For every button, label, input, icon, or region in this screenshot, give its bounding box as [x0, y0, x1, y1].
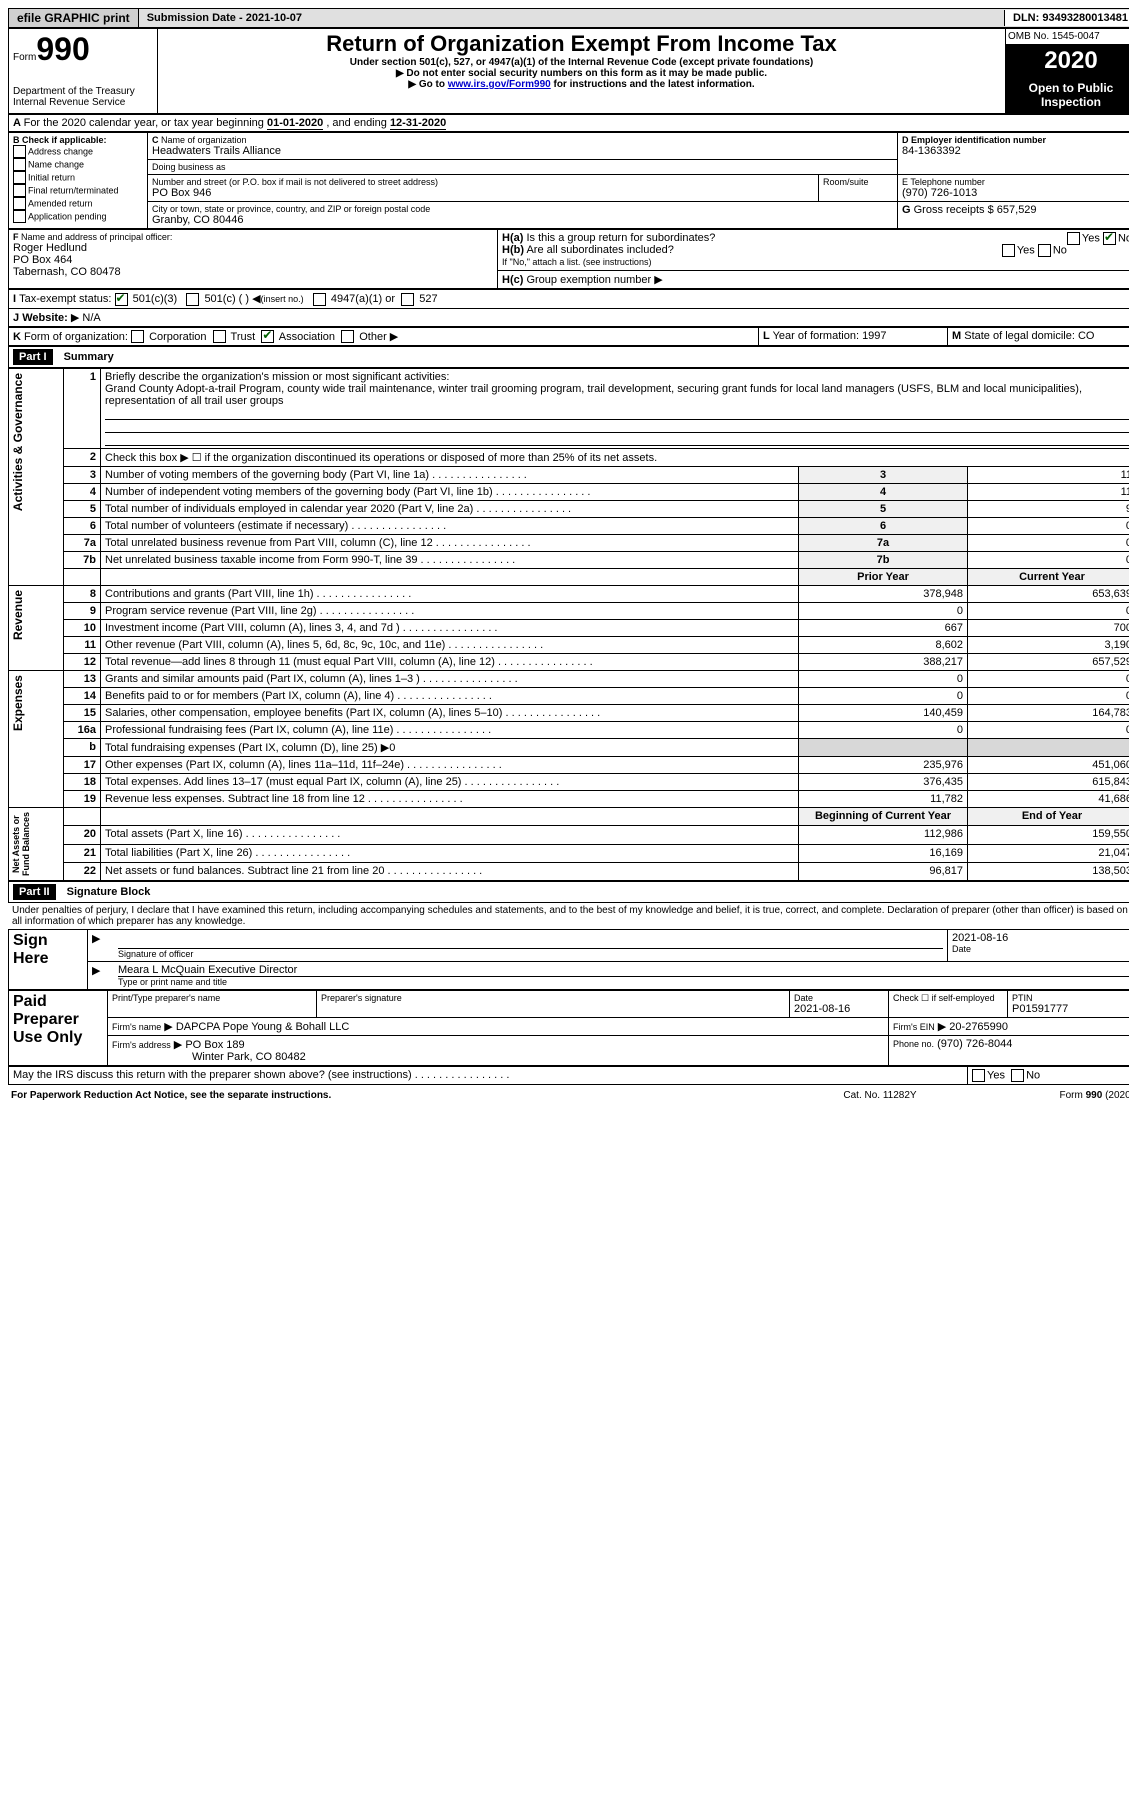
- topbar: efile GRAPHIC print Submission Date - 20…: [8, 8, 1129, 28]
- penalty-statement: Under penalties of perjury, I declare th…: [8, 903, 1129, 929]
- website: N/A: [82, 312, 100, 324]
- department: Department of the Treasury Internal Reve…: [13, 86, 153, 108]
- submission-date: Submission Date - 2021-10-07: [139, 10, 310, 26]
- sections-klm: K Form of organization: Corporation Trus…: [8, 327, 1129, 347]
- section-a: A For the 2020 calendar year, or tax yea…: [8, 114, 1129, 132]
- sections-fh: F Name and address of principal officer:…: [8, 229, 1129, 289]
- note-goto: Go to www.irs.gov/Form990 for instructio…: [162, 79, 1001, 90]
- check-pending[interactable]: Application pending: [13, 210, 143, 223]
- paid-preparer-label: Paid Preparer Use Only: [9, 991, 108, 1066]
- gross-receipts: 657,529: [997, 204, 1037, 216]
- footer: For Paperwork Reduction Act Notice, see …: [8, 1087, 1129, 1104]
- part2-header: Part II Signature Block: [8, 881, 1129, 903]
- part1-header: Part I Summary: [8, 346, 1129, 368]
- tax-year: 2020: [1006, 45, 1129, 77]
- check-name[interactable]: Name change: [13, 158, 143, 171]
- 501c3-check: [115, 293, 128, 306]
- sign-here-label: Sign Here: [9, 930, 88, 990]
- firm-addr1: PO Box 189: [185, 1039, 244, 1051]
- form-prefix: Form: [13, 52, 36, 63]
- street-address: PO Box 946: [152, 187, 814, 199]
- omb: OMB No. 1545-0047: [1006, 29, 1129, 45]
- officer-name: Roger Hedlund: [13, 242, 493, 254]
- dln: DLN: 93493280013481: [1004, 10, 1129, 26]
- association-check: [261, 330, 274, 343]
- sections-ij: I Tax-exempt status: 501(c)(3) 501(c) ( …: [8, 289, 1129, 327]
- irs-link[interactable]: www.irs.gov/Form990: [448, 79, 551, 90]
- irs-discuss-row: May the IRS discuss this return with the…: [8, 1066, 1129, 1085]
- firm-name: DAPCPA Pope Young & Bohall LLC: [176, 1021, 349, 1033]
- officer-addr1: PO Box 464: [13, 254, 493, 266]
- efile-button[interactable]: efile GRAPHIC print: [9, 9, 139, 27]
- form-title: Return of Organization Exempt From Incom…: [162, 31, 1001, 57]
- inspection: Open to Public Inspection: [1006, 77, 1129, 113]
- check-amended[interactable]: Amended return: [13, 197, 143, 210]
- sign-date: 2021-08-16: [952, 932, 1129, 944]
- firm-ein: 20-2765990: [949, 1021, 1008, 1033]
- check-address[interactable]: Address change: [13, 145, 143, 158]
- ein: 84-1363392: [902, 145, 1129, 157]
- state-domicile: CO: [1078, 330, 1095, 342]
- officer-addr2: Tabernash, CO 80478: [13, 266, 493, 278]
- note-ssn: Do not enter social security numbers on …: [162, 68, 1001, 79]
- form-number: 990: [36, 31, 89, 67]
- year-formation: 1997: [862, 330, 886, 342]
- header-table: Form990 Department of the Treasury Inter…: [8, 28, 1129, 114]
- ptin: P01591777: [1012, 1003, 1129, 1015]
- form-subtitle: Under section 501(c), 527, or 4947(a)(1)…: [162, 57, 1001, 68]
- org-name: Headwaters Trails Alliance: [152, 145, 893, 157]
- sections-bg: B Check if applicable: Address change Na…: [8, 132, 1129, 229]
- firm-phone: (970) 726-8044: [937, 1038, 1012, 1050]
- check-final[interactable]: Final return/terminated: [13, 184, 143, 197]
- firm-addr2: Winter Park, CO 80482: [112, 1051, 306, 1063]
- preparer-block: Paid Preparer Use Only Print/Type prepar…: [8, 990, 1129, 1066]
- telephone: (970) 726-1013: [902, 187, 1129, 199]
- officer-printed: Meara L McQuain Executive Director: [118, 964, 1129, 976]
- part1-clean: Activities & Governance 1 Briefly descri…: [8, 368, 1129, 881]
- check-initial[interactable]: Initial return: [13, 171, 143, 184]
- ha-no-check: [1103, 232, 1116, 245]
- city-state: Granby, CO 80446: [152, 214, 893, 226]
- signature-block: Sign Here ▶ Signature of officer 2021-08…: [8, 929, 1129, 990]
